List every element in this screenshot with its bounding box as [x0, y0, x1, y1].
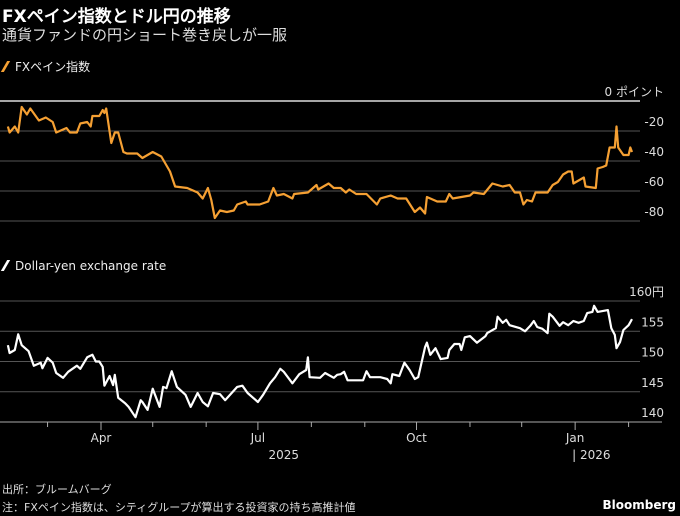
y-tick-label: -60 [644, 175, 664, 189]
y-tick-label: -20 [644, 115, 664, 129]
y-tick-label: 160円 [629, 285, 664, 299]
y-tick-label: 155 [641, 315, 664, 329]
x-tick-label: Jan [565, 431, 585, 445]
y-tick-label: 0 ポイント [605, 85, 664, 99]
y-tick-label: 145 [641, 376, 664, 390]
pain-index-line [6, 105, 634, 220]
bloomberg-logo: Bloomberg [602, 498, 677, 512]
chart-subtitle: 通貨ファンドの円ショート巻き戻しが一服 [2, 26, 288, 44]
legend-pain-index: FXペイン指数 [0, 58, 91, 75]
x-tick-label: Jul [250, 431, 265, 445]
x-tick-label: Apr [91, 431, 112, 445]
source-note: 出所：ブルームバーグ [2, 483, 112, 496]
footnote: 注：FXペイン指数は、シティグループが算出する投資家の持ち高推計値 [2, 501, 356, 514]
y-tick-label: 150 [641, 346, 664, 360]
year-label: | 2026 [572, 448, 610, 462]
legend-label: FXペイン指数 [15, 60, 91, 74]
usdjpy-line [6, 304, 633, 419]
legend-usdjpy: Dollar-yen exchange rate [0, 259, 167, 273]
y-tick-label: -40 [644, 145, 664, 159]
chart-title: FXペイン指数とドル円の推移 [2, 7, 231, 27]
legend-label: Dollar-yen exchange rate [15, 259, 167, 273]
year-label: 2025 [268, 448, 299, 462]
x-tick-label: Oct [406, 431, 427, 445]
y-tick-label: 140 [641, 406, 664, 420]
y-tick-label: -80 [644, 205, 664, 219]
